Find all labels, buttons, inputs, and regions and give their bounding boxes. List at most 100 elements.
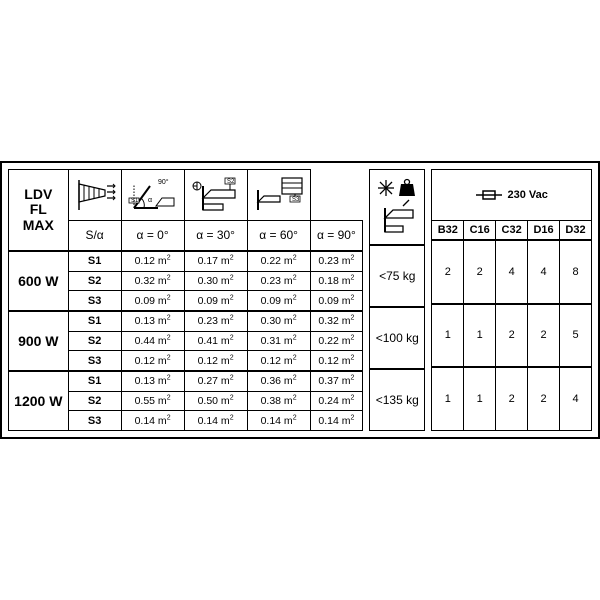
breaker-row: 11225 [432,304,592,368]
s3-icon-cell: S3 [247,170,310,221]
area-table: LDV FL MAX [8,169,363,431]
area-value-cell: 0.30 m2 [184,271,247,291]
area-value-cell: 0.09 m2 [247,291,310,311]
breaker-value-cell: 2 [528,367,560,430]
weight-table: <75 kg<100 kg<135 kg [369,169,425,431]
alpha-label: α [148,197,152,204]
area-value-cell: 0.23 m2 [310,251,363,271]
area-value-cell: 0.22 m2 [247,251,310,271]
s-label-cell: S2 [68,271,121,291]
product-title: LDV FL MAX [9,170,69,251]
weight-icon-row [370,170,425,246]
title-line-2: FL [30,201,47,217]
title-line-3: MAX [23,217,54,233]
wattage-cell: 1200 W [9,371,69,431]
s-label-cell: S1 [68,311,121,331]
table-row: 600 WS10.12 m20.17 m20.22 m20.23 m2 [9,251,363,271]
wattage-cell: 600 W [9,251,69,311]
s2-icon-cell: S2 [184,170,247,221]
page: LDV FL MAX [0,0,600,600]
s-label-cell: S1 [68,371,121,391]
s-label-cell: S3 [68,291,121,311]
area-value-cell: 0.22 m2 [310,331,363,351]
area-value-cell: 0.23 m2 [247,271,310,291]
breaker-value-cell: 2 [432,240,464,304]
area-value-cell: 0.14 m2 [310,411,363,431]
area-value-cell: 0.32 m2 [121,271,184,291]
weight-row: <100 kg [370,307,425,369]
breaker-value-cell: 2 [496,304,528,368]
angle-icon-cell: α 90° S1 [121,170,184,221]
voltage-row: 230 Vac [432,170,592,221]
angle-hdr-0: α = 0° [121,221,184,251]
windsock-icon [73,178,117,212]
breaker-value-cell: 5 [560,304,592,368]
breaker-value-cell: 2 [464,240,496,304]
weight-row: <75 kg [370,245,425,307]
area-value-cell: 0.12 m2 [121,351,184,371]
snowflake-icon [378,180,394,196]
area-body: 600 WS10.12 m20.17 m20.22 m20.23 m2S20.3… [9,251,363,431]
spec-frame: LDV FL MAX [0,161,600,439]
area-value-cell: 0.44 m2 [121,331,184,351]
breaker-value-cell: 1 [432,367,464,430]
breaker-value-cell: 1 [432,304,464,368]
angle-hdr-3: α = 90° [310,221,363,251]
s-label-cell: S2 [68,391,121,411]
table-row: 1200 WS10.13 m20.27 m20.36 m20.37 m2 [9,371,363,391]
bracket-icon [385,200,413,232]
area-value-cell: 0.50 m2 [184,391,247,411]
area-value-cell: 0.09 m2 [310,291,363,311]
area-value-cell: 0.18 m2 [310,271,363,291]
area-value-cell: 0.32 m2 [310,311,363,331]
breaker-header-row: B32 C16 C32 D16 D32 [432,221,592,240]
weight-body: <75 kg<100 kg<135 kg [370,245,425,431]
title-line-1: LDV [24,186,52,202]
area-value-cell: 0.17 m2 [184,251,247,271]
s-label-cell: S1 [68,251,121,271]
bhdr-1: C16 [464,221,496,240]
s-label-cell: S2 [68,331,121,351]
area-value-cell: 0.31 m2 [247,331,310,351]
wind-icon-cell [68,170,121,221]
s3-view-icon: S3 [252,176,306,214]
weight-cell: <75 kg [370,245,425,307]
area-value-cell: 0.14 m2 [184,411,247,431]
breaker-value-cell: 4 [528,240,560,304]
area-value-cell: 0.13 m2 [121,371,184,391]
s1-badge: S1 [131,198,139,204]
breaker-value-cell: 8 [560,240,592,304]
breaker-value-cell: 1 [464,304,496,368]
area-value-cell: 0.09 m2 [184,291,247,311]
area-value-cell: 0.12 m2 [310,351,363,371]
fuse-icon [475,188,503,202]
area-value-cell: 0.12 m2 [184,351,247,371]
area-value-cell: 0.12 m2 [247,351,310,371]
breaker-value-cell: 4 [560,367,592,430]
tilt-angle-icon: α 90° S1 [126,176,180,214]
area-value-cell: 0.24 m2 [310,391,363,411]
area-value-cell: 0.14 m2 [247,411,310,431]
voltage-label: 230 Vac [507,189,547,201]
area-value-cell: 0.09 m2 [121,291,184,311]
sa-header: S/α [68,221,121,251]
bhdr-3: D16 [528,221,560,240]
weight-cell: <100 kg [370,307,425,369]
area-value-cell: 0.27 m2 [184,371,247,391]
weight-cell: <135 kg [370,369,425,431]
breaker-value-cell: 1 [464,367,496,430]
bhdr-2: C32 [496,221,528,240]
area-value-cell: 0.41 m2 [184,331,247,351]
angle-hdr-1: α = 30° [184,221,247,251]
breaker-value-cell: 2 [528,304,560,368]
wattage-cell: 900 W [9,311,69,371]
area-value-cell: 0.13 m2 [121,311,184,331]
breaker-table: 230 Vac B32 C16 C32 D16 D32 224481122511… [431,169,592,431]
s2-badge: S2 [227,179,235,185]
s2-view-icon: S2 [189,176,243,214]
breaker-row: 11224 [432,367,592,430]
s3-badge: S3 [292,197,300,203]
area-value-cell: 0.36 m2 [247,371,310,391]
header-row-1: LDV FL MAX [9,170,363,221]
weight-row: <135 kg [370,369,425,431]
